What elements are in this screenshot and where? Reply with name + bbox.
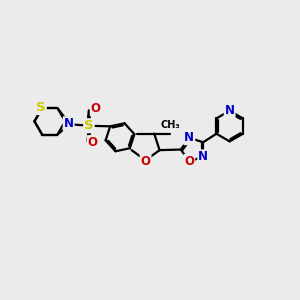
Text: CH₃: CH₃: [161, 120, 181, 130]
Text: S: S: [84, 119, 94, 132]
Text: O: O: [184, 155, 194, 168]
Text: N: N: [184, 131, 194, 144]
Text: N: N: [64, 117, 74, 130]
Text: O: O: [88, 136, 98, 149]
Text: N: N: [225, 104, 235, 117]
Text: N: N: [198, 150, 208, 163]
Text: O: O: [91, 103, 101, 116]
Text: S: S: [36, 101, 46, 114]
Text: O: O: [141, 155, 151, 168]
